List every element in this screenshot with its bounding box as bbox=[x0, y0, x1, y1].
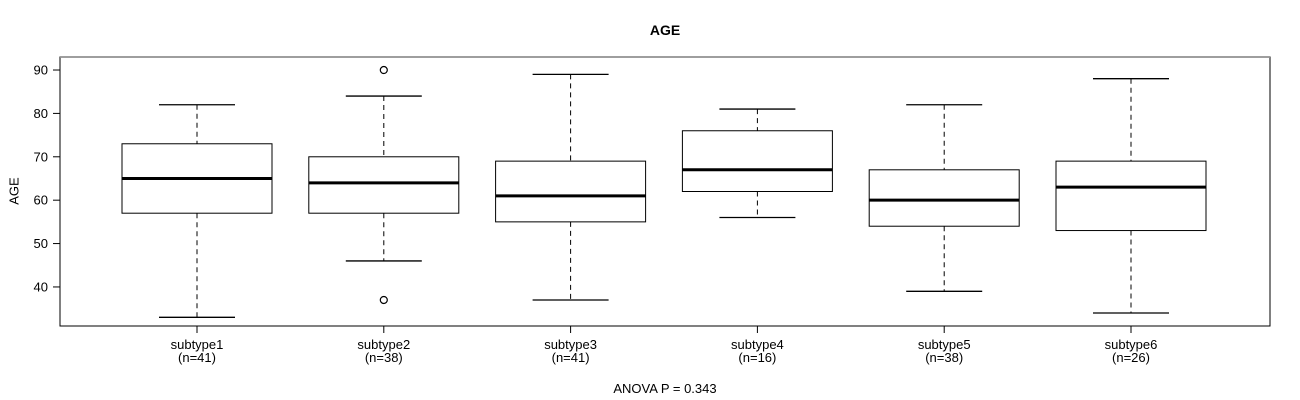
iqr-box bbox=[681, 130, 833, 193]
y-tick-label: 80 bbox=[34, 106, 48, 121]
x-axis-sublabel: (n=41) bbox=[552, 350, 590, 365]
x-axis-label: subtype4 bbox=[731, 337, 784, 352]
outlier-point bbox=[379, 295, 388, 305]
y-tick-label: 50 bbox=[34, 236, 48, 251]
anova-annotation: ANOVA P = 0.343 bbox=[613, 381, 717, 396]
outlier-point bbox=[379, 65, 388, 75]
y-tick-label: 60 bbox=[34, 193, 48, 208]
x-axis-label: subtype6 bbox=[1105, 337, 1158, 352]
chart-title: AGE bbox=[649, 22, 681, 38]
y-tick-label: 70 bbox=[34, 149, 48, 164]
x-axis-sublabel: (n=38) bbox=[365, 350, 403, 365]
x-axis-sublabel: (n=41) bbox=[178, 350, 216, 365]
iqr-box bbox=[308, 156, 460, 214]
x-axis-label: subtype5 bbox=[918, 337, 971, 352]
x-axis-sublabel: (n=16) bbox=[738, 350, 776, 365]
x-axis-label: subtype1 bbox=[171, 337, 224, 352]
iqr-box bbox=[1055, 160, 1207, 232]
iqr-box bbox=[868, 169, 1020, 227]
y-tick-label: 90 bbox=[34, 63, 48, 78]
y-tick-label: 40 bbox=[34, 279, 48, 294]
x-axis-sublabel: (n=26) bbox=[1112, 350, 1150, 365]
x-axis-sublabel: (n=38) bbox=[925, 350, 963, 365]
x-axis-label: subtype3 bbox=[544, 337, 597, 352]
x-axis-label: subtype2 bbox=[357, 337, 410, 352]
iqr-box bbox=[495, 160, 647, 223]
